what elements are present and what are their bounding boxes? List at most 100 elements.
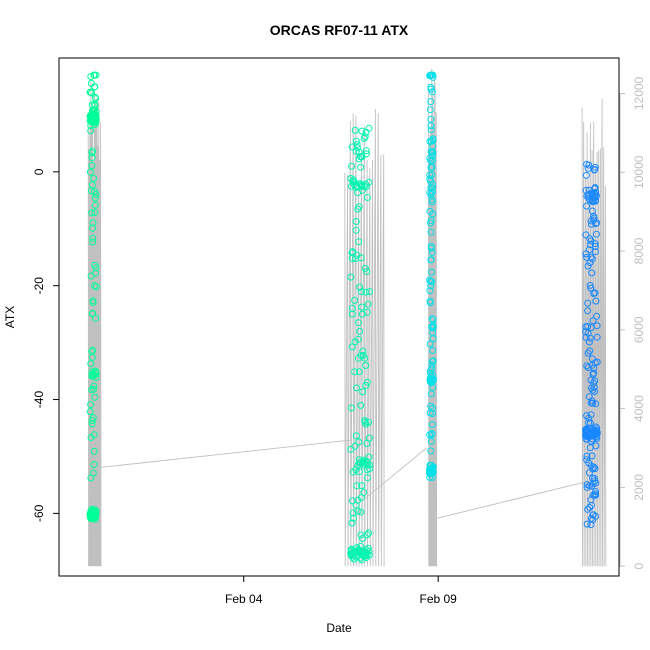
data-point	[351, 296, 359, 304]
data-point	[364, 300, 372, 308]
data-point	[358, 127, 366, 135]
data-point	[592, 220, 600, 228]
x-tick-label: Feb 04	[225, 592, 263, 606]
data-point	[358, 182, 366, 190]
data-point	[429, 323, 437, 331]
data-point	[427, 85, 435, 93]
data-point	[429, 410, 436, 417]
data-point	[357, 542, 365, 550]
data-point	[348, 310, 356, 318]
data-point	[88, 353, 96, 361]
data-point	[350, 181, 358, 189]
data-point	[88, 162, 96, 170]
data-point	[427, 390, 435, 398]
data-point	[586, 347, 594, 355]
data-point	[583, 412, 591, 420]
data-point	[591, 166, 599, 173]
data-point	[583, 452, 591, 460]
data-point	[349, 514, 357, 522]
data-point	[426, 461, 434, 469]
data-point	[590, 290, 598, 297]
altitude-transit-line	[434, 479, 596, 520]
data-point	[352, 466, 360, 474]
data-point	[349, 509, 357, 517]
data-point	[365, 529, 373, 537]
data-point	[426, 207, 434, 215]
data-point	[352, 147, 360, 155]
data-point	[427, 217, 435, 225]
data-point	[593, 312, 601, 320]
data-point	[584, 299, 592, 307]
data-point	[426, 473, 434, 481]
data-point	[365, 434, 373, 442]
data-point	[427, 376, 434, 384]
data-point	[427, 122, 435, 130]
data-point	[90, 461, 98, 469]
data-point	[86, 511, 94, 519]
data-point	[426, 171, 434, 179]
data-point	[358, 459, 366, 467]
axes: 0 -20 -40 -60 0 2000 4000 6000 8000 10000 12000 Feb…	[32, 76, 646, 606]
data-point	[427, 115, 435, 123]
data-point	[91, 511, 99, 519]
data-point	[590, 463, 598, 471]
data-point	[587, 237, 595, 245]
data-point	[582, 231, 590, 239]
data-point	[429, 316, 437, 324]
data-point	[586, 504, 594, 511]
data-point	[586, 281, 594, 289]
data-point	[91, 393, 99, 401]
y2-tick-label: 12000	[632, 76, 646, 110]
data-point	[354, 189, 362, 197]
data-point	[592, 491, 600, 499]
data-point	[583, 456, 591, 464]
data-point	[91, 93, 99, 101]
data-point	[426, 340, 434, 348]
data-point	[429, 347, 437, 354]
data-point	[355, 238, 363, 246]
y-tick-label: -40	[32, 391, 46, 409]
data-point	[88, 209, 96, 217]
altitude-profile-rf08	[344, 108, 385, 567]
data-point	[429, 71, 437, 79]
data-point	[357, 288, 365, 296]
data-point	[88, 154, 96, 162]
chart-title: ORCAS RF07-11 ATX	[270, 22, 409, 38]
data-point	[355, 368, 363, 376]
data-point	[87, 73, 95, 80]
data-point	[354, 205, 362, 213]
data-point	[347, 273, 355, 281]
data-point	[354, 335, 362, 343]
data-point	[582, 432, 590, 440]
data-point	[427, 437, 435, 445]
data-point	[427, 228, 435, 236]
data-point	[427, 163, 435, 171]
data-point	[427, 148, 435, 156]
data-point	[429, 383, 437, 391]
data-point	[352, 501, 360, 509]
data-point	[353, 384, 361, 392]
data-point	[588, 269, 596, 277]
y2-tick-label: 2000	[632, 474, 646, 501]
data-point	[426, 287, 434, 295]
data-point	[591, 388, 598, 396]
data-point	[89, 238, 97, 246]
data-point	[584, 307, 592, 315]
data-point	[593, 333, 601, 341]
data-point	[427, 369, 434, 377]
series-rf09	[426, 71, 437, 481]
data-point	[585, 393, 593, 401]
data-point	[353, 482, 361, 490]
data-point	[363, 378, 371, 386]
x-axis-label: Date	[326, 621, 352, 635]
data-point	[91, 121, 99, 129]
data-point	[585, 338, 593, 346]
data-point	[427, 468, 435, 476]
data-point	[89, 346, 97, 354]
data-point	[351, 442, 359, 450]
y2-tick-label: 10000	[632, 155, 646, 189]
data-point	[587, 437, 595, 445]
data-point	[428, 198, 436, 206]
data-point	[429, 73, 437, 81]
